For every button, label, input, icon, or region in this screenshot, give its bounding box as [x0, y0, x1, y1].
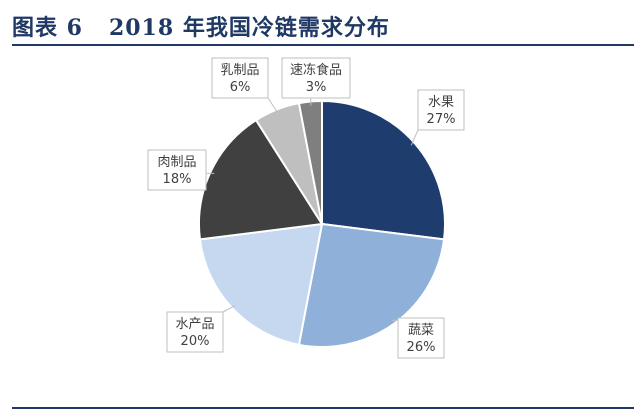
slice-label-label: 蔬菜 [408, 323, 434, 338]
slice-label-label: 水果 [428, 95, 454, 110]
slice-value-label: 6% [230, 80, 251, 95]
chart-title: 图表 6 2018 年我国冷链需求分布 [12, 15, 390, 41]
pie-slice-0 [321, 99, 446, 241]
pie-slice-2 [198, 222, 324, 346]
title-rule [12, 44, 634, 46]
label-box [211, 57, 269, 99]
leader-line [267, 97, 279, 114]
slice-value-label: 18% [163, 172, 192, 187]
slice-label-label: 水产品 [175, 317, 214, 332]
pie-slice-3 [198, 118, 324, 241]
pie-slice-1 [297, 222, 446, 348]
label-box [166, 311, 224, 353]
bottom-rule [12, 407, 634, 409]
slice-label-label: 乳制品 [220, 63, 259, 78]
label-box [417, 89, 465, 131]
leader-line [222, 305, 236, 313]
slice-value-label: 27% [427, 112, 456, 127]
slice-value-label: 3% [306, 80, 327, 95]
leader-line [410, 129, 419, 146]
label-box [397, 317, 445, 359]
slice-label-label: 肉制品 [157, 155, 196, 170]
slice-label-label: 速冻食品 [290, 62, 342, 78]
label-box [147, 149, 207, 191]
slice-value-label: 20% [181, 334, 210, 349]
slice-value-label: 26% [407, 340, 436, 355]
label-box [281, 57, 351, 99]
